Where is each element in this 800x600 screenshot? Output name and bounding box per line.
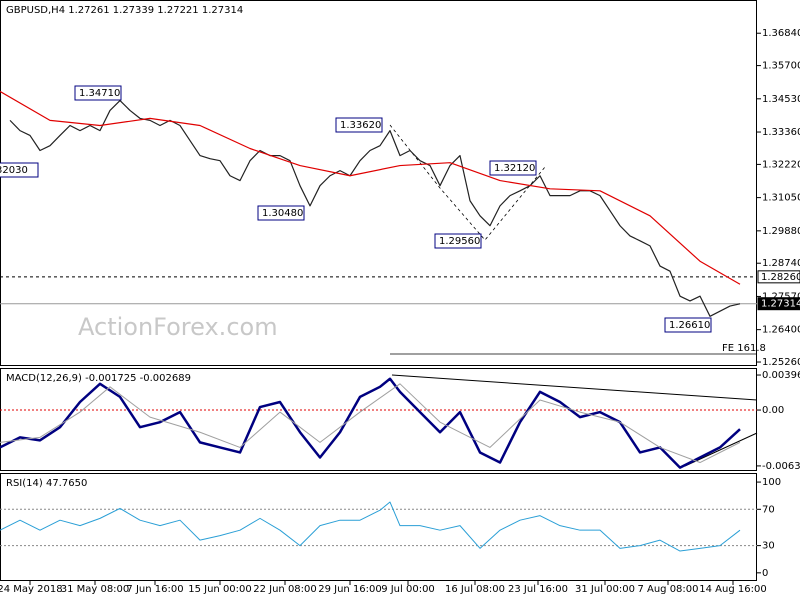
annotation: 32030	[0, 165, 28, 176]
x-tick-label: 22 Jun 08:00	[253, 584, 317, 595]
macd-trendline	[684, 432, 758, 467]
annotation: 1.29560	[439, 236, 480, 247]
x-tick-label: 24 May 2018	[0, 584, 63, 595]
series-line	[0, 377, 741, 469]
series-line	[0, 501, 741, 552]
annotation-box	[664, 317, 712, 333]
y-tick-label: 1.33360	[762, 127, 800, 138]
series-line	[0, 383, 741, 464]
pane-title: MACD(12,26,9) -0.001725 -0.002689	[6, 373, 191, 384]
annotation-box	[434, 233, 482, 249]
x-tick-label: 7 Jun 16:00	[126, 584, 183, 595]
x-tick-label: 7 Aug 08:00	[637, 584, 698, 595]
y-tick-label: 1.26400	[762, 325, 800, 336]
y-tick-label: 0.003964	[762, 370, 800, 381]
pane-title: GBPUSD,H4 1.27261 1.27339 1.27221 1.2731…	[6, 5, 243, 16]
x-tick-label: 14 Aug 16:00	[699, 584, 766, 595]
annotation: 1.30480	[262, 208, 303, 219]
y-tick-label: 1.28740	[762, 258, 800, 269]
x-tick-label: 15 Jun 00:00	[188, 584, 252, 595]
y-tick-label: 100	[762, 477, 781, 488]
annotation: 1.34710	[79, 88, 120, 99]
y-tick-label: 0.00	[762, 405, 784, 416]
zigzag	[389, 124, 546, 241]
series-line	[9, 99, 741, 317]
annotation-box	[489, 160, 537, 176]
annotation-box	[335, 117, 383, 133]
y-tick-label: -0.006324	[762, 461, 800, 472]
y-tick-label: 1.35700	[762, 61, 800, 72]
x-tick-label: 31 Jul 00:00	[575, 584, 635, 595]
watermark: ActionForex.com	[78, 313, 278, 341]
series-line	[0, 90, 741, 285]
level-tag	[757, 270, 800, 284]
level-tag	[757, 297, 800, 311]
y-tick-label: 1.36840	[762, 28, 800, 39]
y-tick-label: 1.31050	[762, 193, 800, 204]
annotation-box	[74, 85, 122, 101]
y-tick-label: 30	[762, 541, 775, 552]
y-tick-label: 1.34530	[762, 94, 800, 105]
x-tick-label: 31 May 08:00	[61, 584, 130, 595]
level-label: 1.27314	[761, 299, 800, 310]
x-tick-label: 29 Jun 16:00	[318, 584, 382, 595]
x-tick-label: 16 Jul 08:00	[445, 584, 505, 595]
annotation: 1.26610	[669, 320, 710, 331]
y-tick-label: 1.29880	[762, 226, 800, 237]
y-tick-label: 1.27570	[762, 291, 800, 302]
y-tick-label: 70	[762, 504, 775, 515]
y-tick-label: 0	[762, 568, 768, 579]
price-pane	[0, 0, 757, 366]
rsi-pane	[0, 473, 757, 581]
level-label: 1.28260	[761, 272, 800, 283]
annotation-box	[257, 205, 305, 221]
x-tick-label: 9 Jul 00:00	[381, 584, 435, 595]
y-tick-label: 1.25260	[762, 357, 800, 368]
macd-trendline	[391, 374, 758, 401]
annotation: 1.33620	[340, 120, 381, 131]
annotation-box	[0, 162, 39, 178]
x-tick-label: 23 Jul 16:00	[508, 584, 568, 595]
y-tick-label: 1.32220	[762, 159, 800, 170]
annotation: 1.32120	[494, 163, 535, 174]
pane-title: RSI(14) 47.7650	[6, 478, 87, 489]
macd-pane	[0, 368, 757, 471]
annotation: FE 161.8	[722, 343, 766, 354]
